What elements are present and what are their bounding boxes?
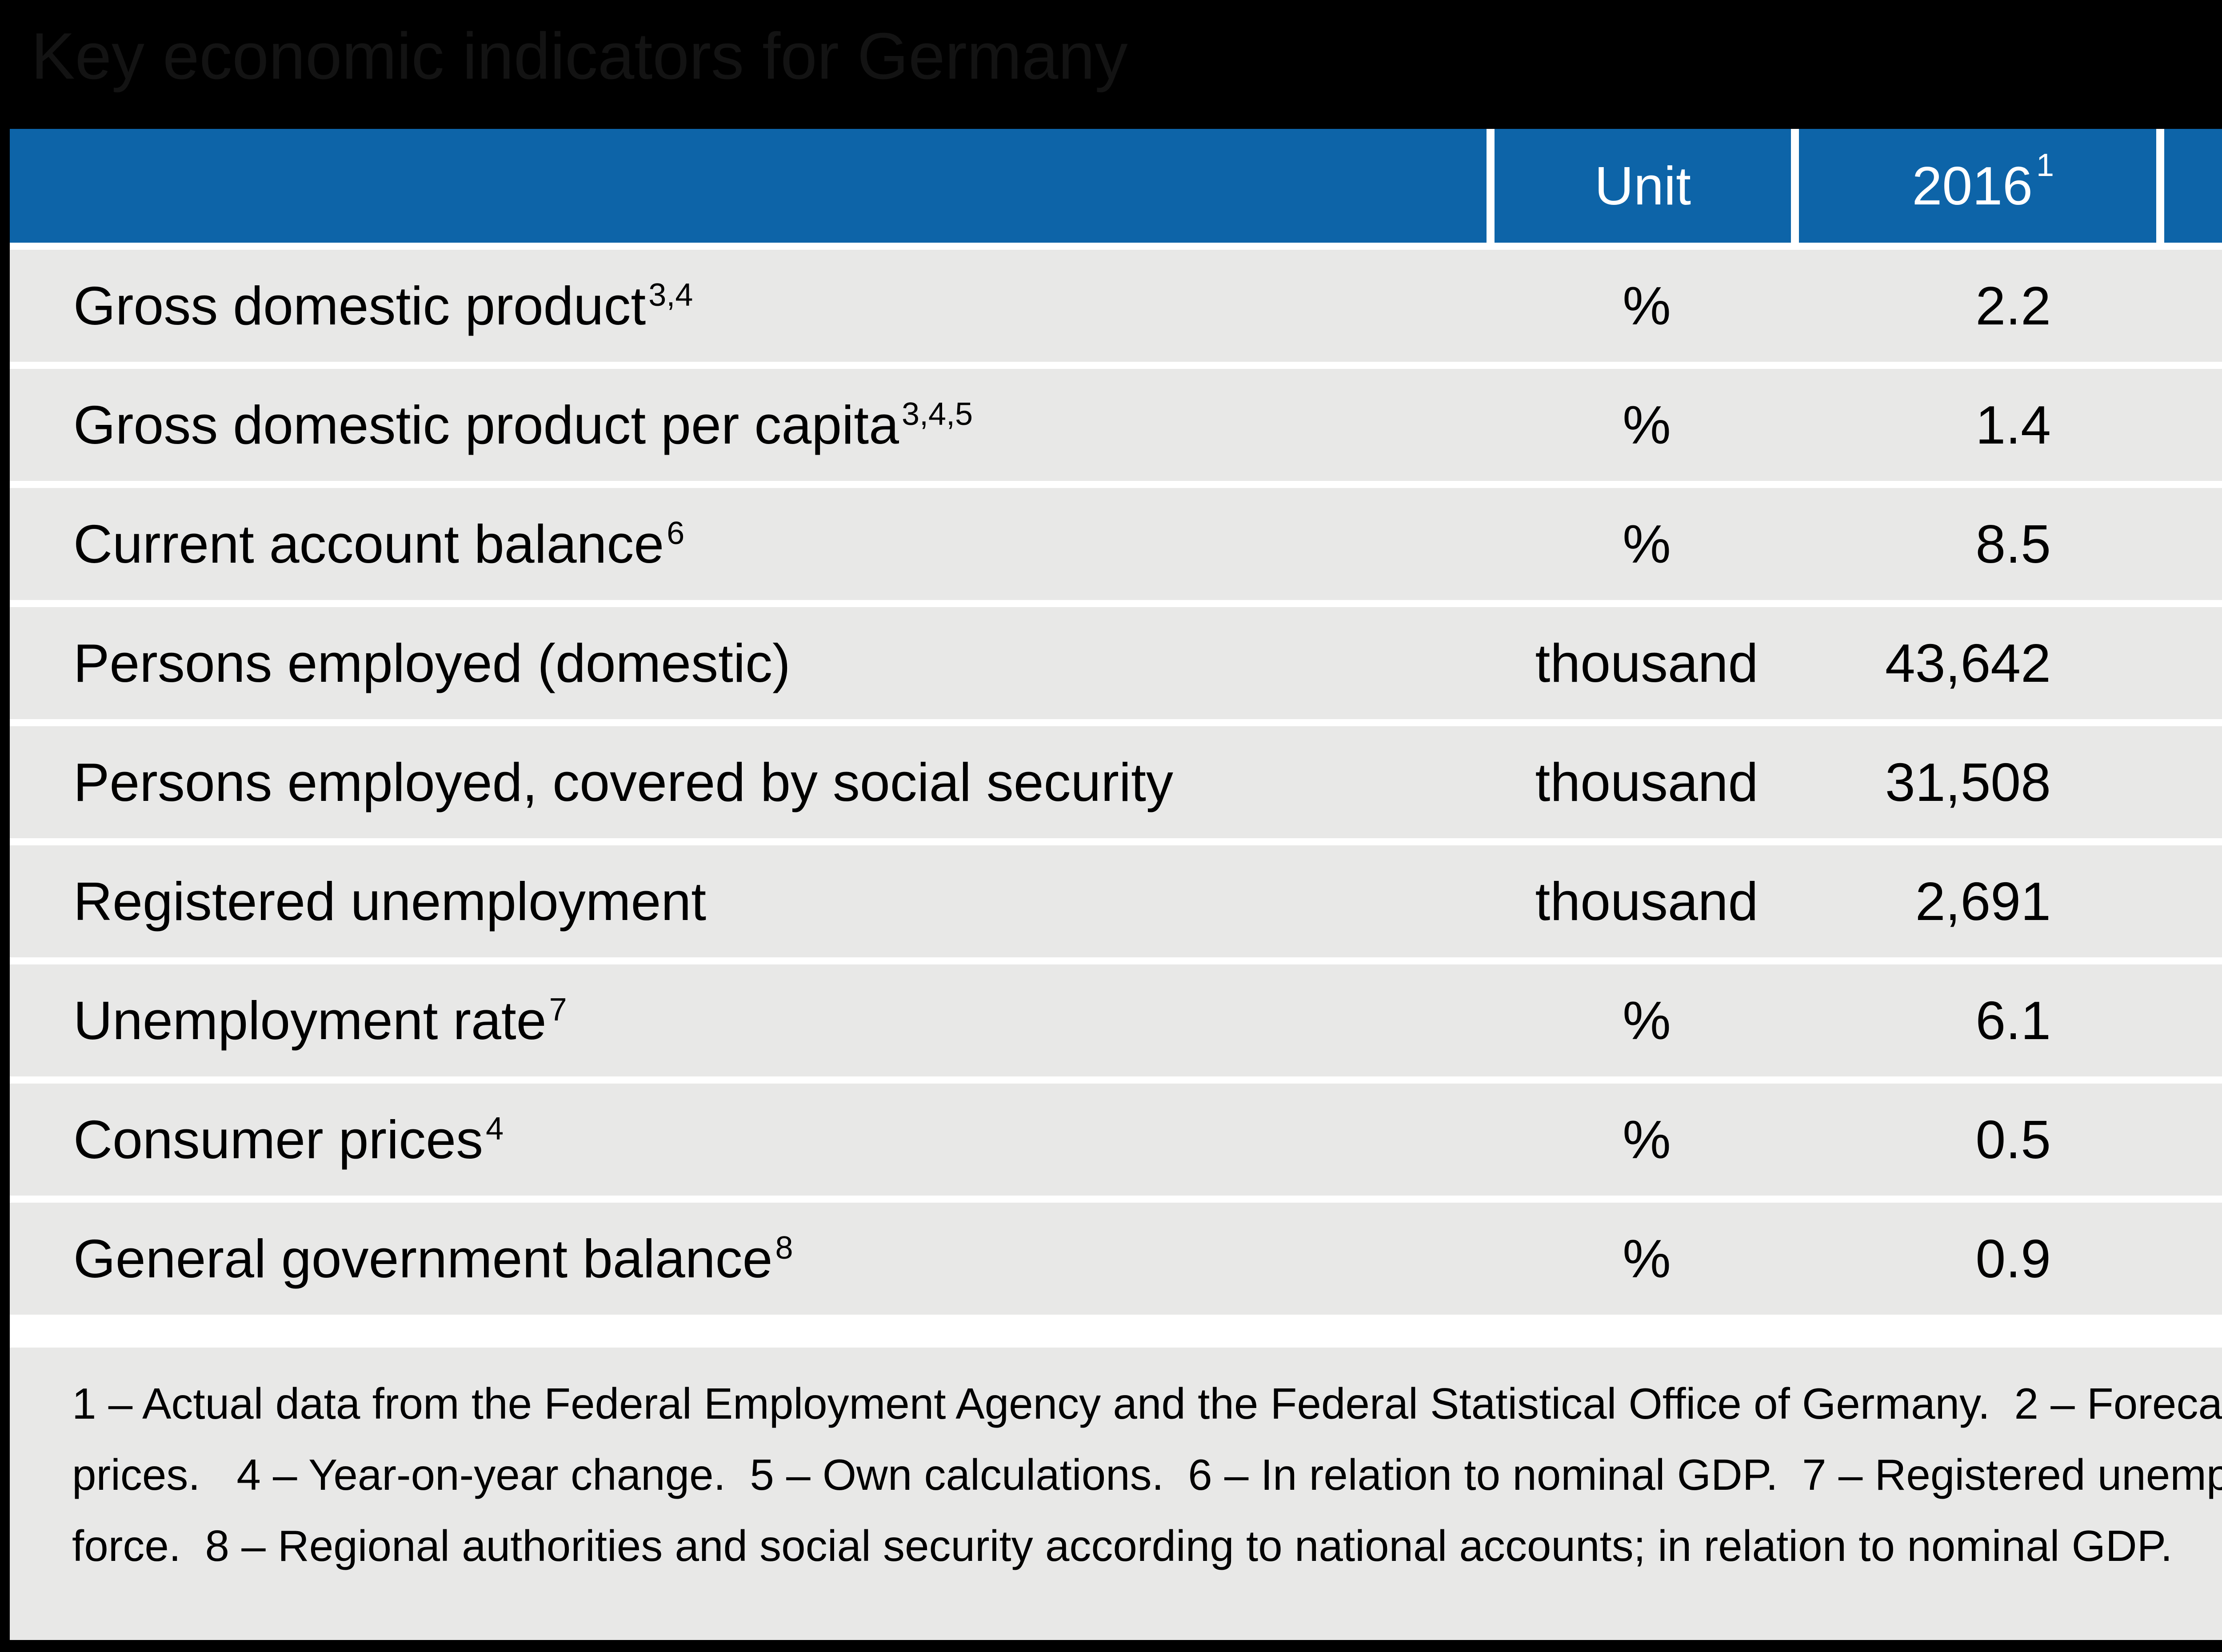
value-2017: 44,269 xyxy=(2164,632,2222,694)
value-2016: 1.4 xyxy=(1975,395,2051,455)
unit-header-label: Unit xyxy=(1595,156,1691,216)
table-row-unemployment-rate: Unemployment rate7 % 6.1 5.7 5.2 4.9 xyxy=(10,964,2222,1076)
footnote-line-1: 1 – Actual data from the Federal Employm… xyxy=(72,1379,2222,1428)
row-footnote-marker: 3,4,5 xyxy=(901,396,973,432)
table-row-employed-social-security: Persons employed, covered by social secu… xyxy=(10,726,2222,838)
unit-cell: % xyxy=(1623,276,1671,336)
header-cell-empty xyxy=(10,129,1487,243)
row-label: Unemployment rate7 xyxy=(73,990,567,1051)
value-2016: 0.9 xyxy=(1975,1228,2051,1289)
header-cell-2016: 2016 1 xyxy=(1799,129,2156,243)
header-cell-unit: Unit xyxy=(1495,129,1791,243)
footnotes: 1 – Actual data from the Federal Employm… xyxy=(10,1348,2222,1640)
table-row-persons-employed: Persons employed (domestic) thousand 43,… xyxy=(10,607,2222,719)
footnote-line-3: force. 8 – Regional authorities and soci… xyxy=(72,1521,2173,1570)
value-2016: 43,642 xyxy=(1885,633,2051,693)
row-label: Consumer prices4 xyxy=(73,1109,504,1170)
unit-cell: % xyxy=(1623,514,1671,574)
value-2016: 2.2 xyxy=(1975,276,2051,336)
value-2017: 32,234 xyxy=(2164,751,2222,813)
value-2017: 1.8 xyxy=(2164,1108,2222,1171)
value-2017: 1.0 xyxy=(2164,1228,2222,1290)
row-footnote-marker: 6 xyxy=(667,516,685,551)
row-footnote-marker: 3,4 xyxy=(648,277,693,313)
year-label: 2016 xyxy=(1912,156,2033,216)
unit-cell: % xyxy=(1623,1109,1671,1170)
header-cell-2017: 20171 xyxy=(2164,129,2222,243)
row-footnote-marker: 7 xyxy=(549,992,567,1028)
row-label: Registered unemployment xyxy=(73,871,707,932)
row-footnote-marker: 4 xyxy=(486,1111,504,1147)
unit-cell: thousand xyxy=(1535,752,1758,812)
value-2017: 2,533 xyxy=(2164,870,2222,932)
value-2016: 0.5 xyxy=(1975,1109,2051,1170)
value-2017: 5.7 xyxy=(2164,989,2222,1052)
value-2016: 8.5 xyxy=(1975,514,2051,574)
unit-cell: thousand xyxy=(1535,633,1758,693)
table-row-gdp-per-capita: Gross domestic product per capita3,4,5 %… xyxy=(10,369,2222,481)
row-label: Persons employed, covered by social secu… xyxy=(73,752,1174,812)
value-2017: 7.9 xyxy=(2164,513,2222,575)
table-body: Gross domestic product3,4 % 2.2 2.2 1.6 … xyxy=(10,250,2222,1315)
value-2016: 31,508 xyxy=(1885,752,2051,812)
table-row-registered-unemployment: Registered unemployment thousand 2,691 2… xyxy=(10,845,2222,957)
table-row-government-balance: General government balance8 % 0.9 1.0 1.… xyxy=(10,1203,2222,1315)
value-2017: 1.8 xyxy=(2164,394,2222,456)
unit-cell: % xyxy=(1623,1228,1671,1289)
table-row-current-account: Current account balance6 % 8.5 7.9 7.2 6… xyxy=(10,488,2222,600)
value-2016: 2,691 xyxy=(1915,871,2051,932)
value-2016: 6.1 xyxy=(1975,990,2051,1051)
row-label: Gross domestic product per capita3,4,5 xyxy=(73,395,973,455)
value-2017: 2.2 xyxy=(2164,275,2222,337)
unit-cell: % xyxy=(1623,990,1671,1051)
year-footnote-marker: 1 xyxy=(2036,148,2054,183)
figure-title: Key economic indicators for Germany xyxy=(31,20,1128,93)
row-label: Gross domestic product3,4 xyxy=(73,276,693,336)
row-footnote-marker: 8 xyxy=(775,1230,793,1266)
footnote-line-2: prices. 4 – Year-on-year change. 5 – Own… xyxy=(72,1450,2222,1499)
row-label: Persons employed (domestic) xyxy=(73,633,791,693)
unit-cell: thousand xyxy=(1535,871,1758,932)
table-row-consumer-prices: Consumer prices4 % 0.5 1.8 1.9 2.1 xyxy=(10,1084,2222,1196)
unit-cell: % xyxy=(1623,395,1671,455)
row-label: Current account balance6 xyxy=(73,514,685,574)
row-label: General government balance8 xyxy=(73,1228,793,1289)
table-row-gdp: Gross domestic product3,4 % 2.2 2.2 1.6 … xyxy=(10,250,2222,362)
